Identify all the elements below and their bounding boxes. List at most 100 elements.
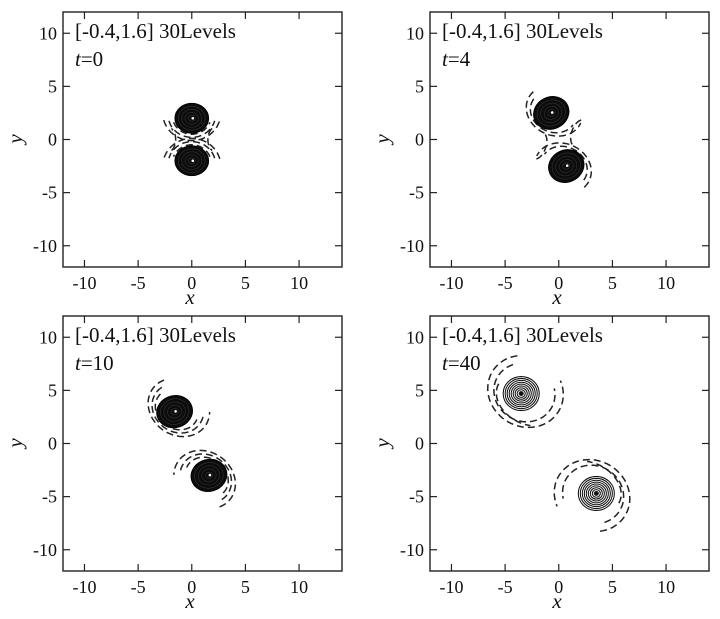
vortex-contour [518,391,524,396]
y-tick-label: 5 [415,380,424,400]
vortex-contour [159,398,190,425]
x-tick-label: -5 [131,577,146,597]
vortex-contour [562,162,571,170]
vortex-contour [543,106,559,120]
vortex-center [565,164,569,167]
x-axis-label: x [551,589,562,613]
x-tick-label: 0 [554,577,563,597]
vortex-contour [540,102,563,124]
negative-contour [147,379,211,438]
vortex-center [594,491,598,496]
vortex-core [548,149,585,183]
x-tick-label: -10 [72,577,96,597]
y-tick-label: -10 [400,540,424,560]
axes: -10 -5 0 5 10 -10 -5 0 5 10 [33,12,342,293]
annotation-label: [-0.4,1.6] 30Levels [442,19,603,43]
annotation-label: [-0.4,1.6] 30Levels [442,323,603,347]
negative-contour [163,137,221,160]
plot-frame [62,315,343,572]
negative-contour [151,386,204,434]
y-tick-label: -10 [33,540,57,560]
vortex-core [174,145,210,177]
x-tick-label: 10 [290,577,308,597]
vortex-core [502,376,540,412]
y-tick-label: 10 [406,327,424,347]
vortex-contour [593,491,599,496]
plot-area [163,102,221,177]
negative-contour [543,145,588,181]
negative-contour [172,122,211,135]
vortex-contour [201,468,217,483]
vortex-contour [504,377,538,410]
panel-t40: -10 -5 0 5 10 -10 -5 0 5 10 [-0.4,1.6] 30Levels t… [370,315,710,613]
y-tick-label: -5 [409,183,424,203]
vortex-contour [506,379,536,408]
vortex-center [191,159,195,163]
vortex-contour [579,477,613,510]
x-tick-label: -10 [439,577,463,597]
negative-contour [173,449,237,508]
y-tick-label: 0 [415,434,424,454]
negative-contour [529,98,574,134]
negative-contour [569,119,582,145]
panel-t4: -10 -5 0 5 10 -10 -5 0 5 10 [-0.4,1.6] 30Levels t… [370,11,710,309]
x-tick-label: -5 [131,273,146,293]
y-tick-label: -10 [400,236,424,256]
y-axis-label: y [370,134,394,146]
annotation-label: [-0.4,1.6] 30Levels [75,19,236,43]
panel-t0: -10 -5 0 5 10 -10 -5 0 5 10 [-0.4,1.6] 30Levels t… [3,11,343,309]
y-tick-label: -5 [42,183,57,203]
vortex-center [519,391,523,396]
negative-contour [163,119,221,142]
y-tick-label: -5 [42,487,57,507]
vortex-contour [184,154,199,168]
vortex-contour [514,387,528,400]
vortex-contour [510,383,532,404]
time-label: t=10 [75,351,114,375]
x-tick-label: 5 [608,577,617,597]
vortex-core [174,102,210,134]
vortex-contour [197,465,220,486]
plot-frame [429,11,710,268]
y-tick-label: 5 [48,76,57,96]
x-tick-label: 5 [241,273,250,293]
vortex-contour [587,485,605,502]
y-tick-label: 10 [406,23,424,43]
vortex-contour [167,404,183,419]
time-label: t=40 [442,351,481,375]
x-tick-label: 5 [608,273,617,293]
vortex-core [190,458,228,492]
x-tick-label: -10 [72,273,96,293]
negative-contour [168,140,216,159]
y-tick-label: 5 [415,76,424,96]
x-tick-label: 10 [657,273,675,293]
vortex-contour [181,109,203,128]
plot-frame [429,315,710,572]
vortex-core [577,475,615,511]
x-tick-label: 5 [241,577,250,597]
vortex-contour [581,479,611,508]
negative-contour [172,144,211,157]
vortex-contour [536,99,566,127]
annotation-label: [-0.4,1.6] 30Levels [75,323,236,347]
vortex-contour [558,159,574,173]
vortex-contour [194,462,224,489]
vortex-contour [516,389,526,398]
vortex-contour [591,489,601,498]
y-tick-label: -10 [33,236,57,256]
negative-contour [536,134,548,160]
vortex-contour [583,481,609,506]
vortex-contour [502,376,540,412]
plot-area [486,355,631,532]
y-tick-label: 5 [48,380,57,400]
vortex-contour [508,381,534,406]
negative-contour [495,383,531,427]
axes: -10 -5 0 5 10 -10 -5 0 5 10 [400,12,709,293]
x-axis-label: x [551,285,562,309]
vortex-center [174,410,177,413]
y-tick-label: 0 [48,434,57,454]
time-label: t=0 [75,47,103,71]
vortex-contour [585,483,607,504]
x-tick-label: -5 [498,273,513,293]
